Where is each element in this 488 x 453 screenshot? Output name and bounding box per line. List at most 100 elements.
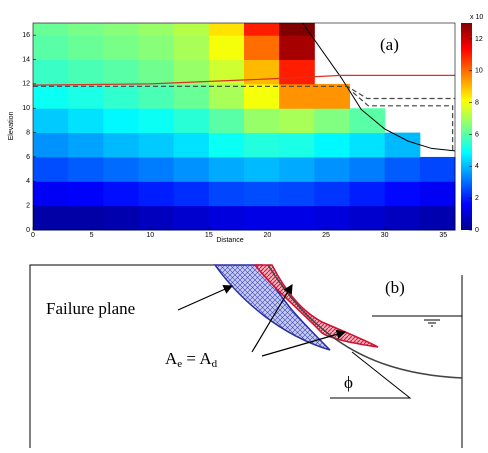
heatmap-cell <box>33 83 69 109</box>
arrow <box>261 329 347 357</box>
arrow <box>177 285 234 311</box>
heatmap-cell <box>33 35 69 61</box>
colorbar-tick-label: 6 <box>475 131 479 138</box>
heatmap-cell <box>349 181 386 207</box>
heatmap-cell <box>173 23 210 36</box>
profile-line <box>302 22 456 152</box>
colorbar-tick-label: 8 <box>475 99 479 106</box>
heatmap-cell <box>138 156 175 182</box>
panel-a: (a) Distance Elevation x 10 0 5 10 15 20 25 30… <box>8 14 483 244</box>
heatmap-cell <box>314 181 350 207</box>
heatmap-cell <box>173 35 210 61</box>
heatmap-cell <box>208 35 245 61</box>
heatmap-cell <box>173 205 210 231</box>
heatmap-cell <box>279 59 315 85</box>
heatmap-cell <box>138 132 175 158</box>
heatmap-cell <box>244 35 280 61</box>
heatmap-cell <box>314 156 350 182</box>
water-table <box>372 315 462 327</box>
x-tick-label: 20 <box>264 232 272 239</box>
heatmap-cell <box>103 59 139 85</box>
heatmap-cell <box>138 23 175 36</box>
plot-frame <box>32 22 456 231</box>
heatmap-cell <box>138 59 175 85</box>
heatmap-cell <box>314 108 350 134</box>
y-tick-label: 10 <box>22 105 30 112</box>
heatmap-cell <box>244 181 280 207</box>
heatmap-cell <box>384 156 421 182</box>
heatmap-cell <box>208 205 245 231</box>
heatmap-cell <box>208 132 245 158</box>
heatmap-cell <box>314 205 350 231</box>
x-tick-label: 5 <box>90 232 94 239</box>
y-tick-label: 4 <box>26 178 30 185</box>
equality-label: Ae = Ad <box>165 349 218 370</box>
panel-label: (b) <box>385 278 405 297</box>
heatmap-cell <box>103 132 139 158</box>
heatmap-cell <box>138 35 175 61</box>
heatmap-cell <box>173 181 210 207</box>
heatmap-cell <box>244 205 280 231</box>
heatmap-cell <box>103 108 139 134</box>
colorbar-tick-label: 10 <box>475 68 483 75</box>
heatmap-cell <box>419 181 456 207</box>
y-tick-label: 0 <box>26 227 30 234</box>
colorbar-tick-label: 12 <box>475 36 483 43</box>
heatmap-cell <box>33 156 69 182</box>
heatmap-cell <box>279 156 315 182</box>
heatmap-cell <box>33 132 69 158</box>
heatmap-cell <box>349 156 386 182</box>
heatmap-cell <box>314 132 350 158</box>
heatmap-cell <box>173 59 210 85</box>
heatmap-cell <box>103 35 139 61</box>
heatmap-cell <box>279 83 315 109</box>
heatmap-cell <box>33 181 69 207</box>
heatmap-cell <box>349 108 386 134</box>
heatmap-cell <box>208 23 245 36</box>
heatmap-cell <box>244 59 280 85</box>
heatmap-cell <box>208 181 245 207</box>
heatmap-cell <box>33 108 69 134</box>
failure-label: Failure plane <box>46 299 135 318</box>
heatmap-cell <box>419 205 456 231</box>
heatmap-cell <box>138 108 175 134</box>
heatmap-cell <box>279 132 315 158</box>
panel-label: (a) <box>380 35 399 54</box>
heatmap-cell <box>208 83 245 109</box>
heatmap-cell <box>244 23 280 36</box>
heatmap-cell <box>68 35 104 61</box>
heatmap-cell <box>279 35 315 61</box>
heatmap-cell <box>384 205 421 231</box>
x-axis-label: Distance <box>216 237 243 244</box>
x-tick-label: 30 <box>381 232 389 239</box>
heatmap-cell <box>349 132 386 158</box>
y-tick-label: 14 <box>22 56 30 63</box>
heatmap-cell <box>279 205 315 231</box>
colorbar <box>461 23 472 230</box>
heatmap-cell <box>103 181 139 207</box>
subscript: e <box>177 358 182 370</box>
phi-label: ϕ <box>344 373 353 392</box>
heatmap-cell <box>173 132 210 158</box>
x-tick-label: 15 <box>205 232 213 239</box>
profile-line <box>32 74 455 86</box>
x-tick-label: 35 <box>439 232 447 239</box>
heatmap-cell <box>173 108 210 134</box>
heatmap-cell <box>68 181 104 207</box>
heatmap-cell <box>279 108 315 134</box>
heatmap-cell <box>138 181 175 207</box>
y-tick-label: 6 <box>26 154 30 161</box>
heatmap-cell <box>103 23 139 36</box>
heatmap-cell <box>68 108 104 134</box>
heatmap-cell <box>68 59 104 85</box>
x-tick-label: 10 <box>146 232 154 239</box>
heatmap-cell <box>384 132 421 158</box>
heatmap-cell <box>279 181 315 207</box>
colorbar-label: x 10 <box>470 14 483 21</box>
subscript: d <box>212 358 218 370</box>
heatmap-cell <box>314 83 350 109</box>
heatmap-cell <box>173 83 210 109</box>
panel-b: ϕ (b) Failure plane Ae = Ad <box>29 264 463 448</box>
heatmap-cell <box>138 83 175 109</box>
